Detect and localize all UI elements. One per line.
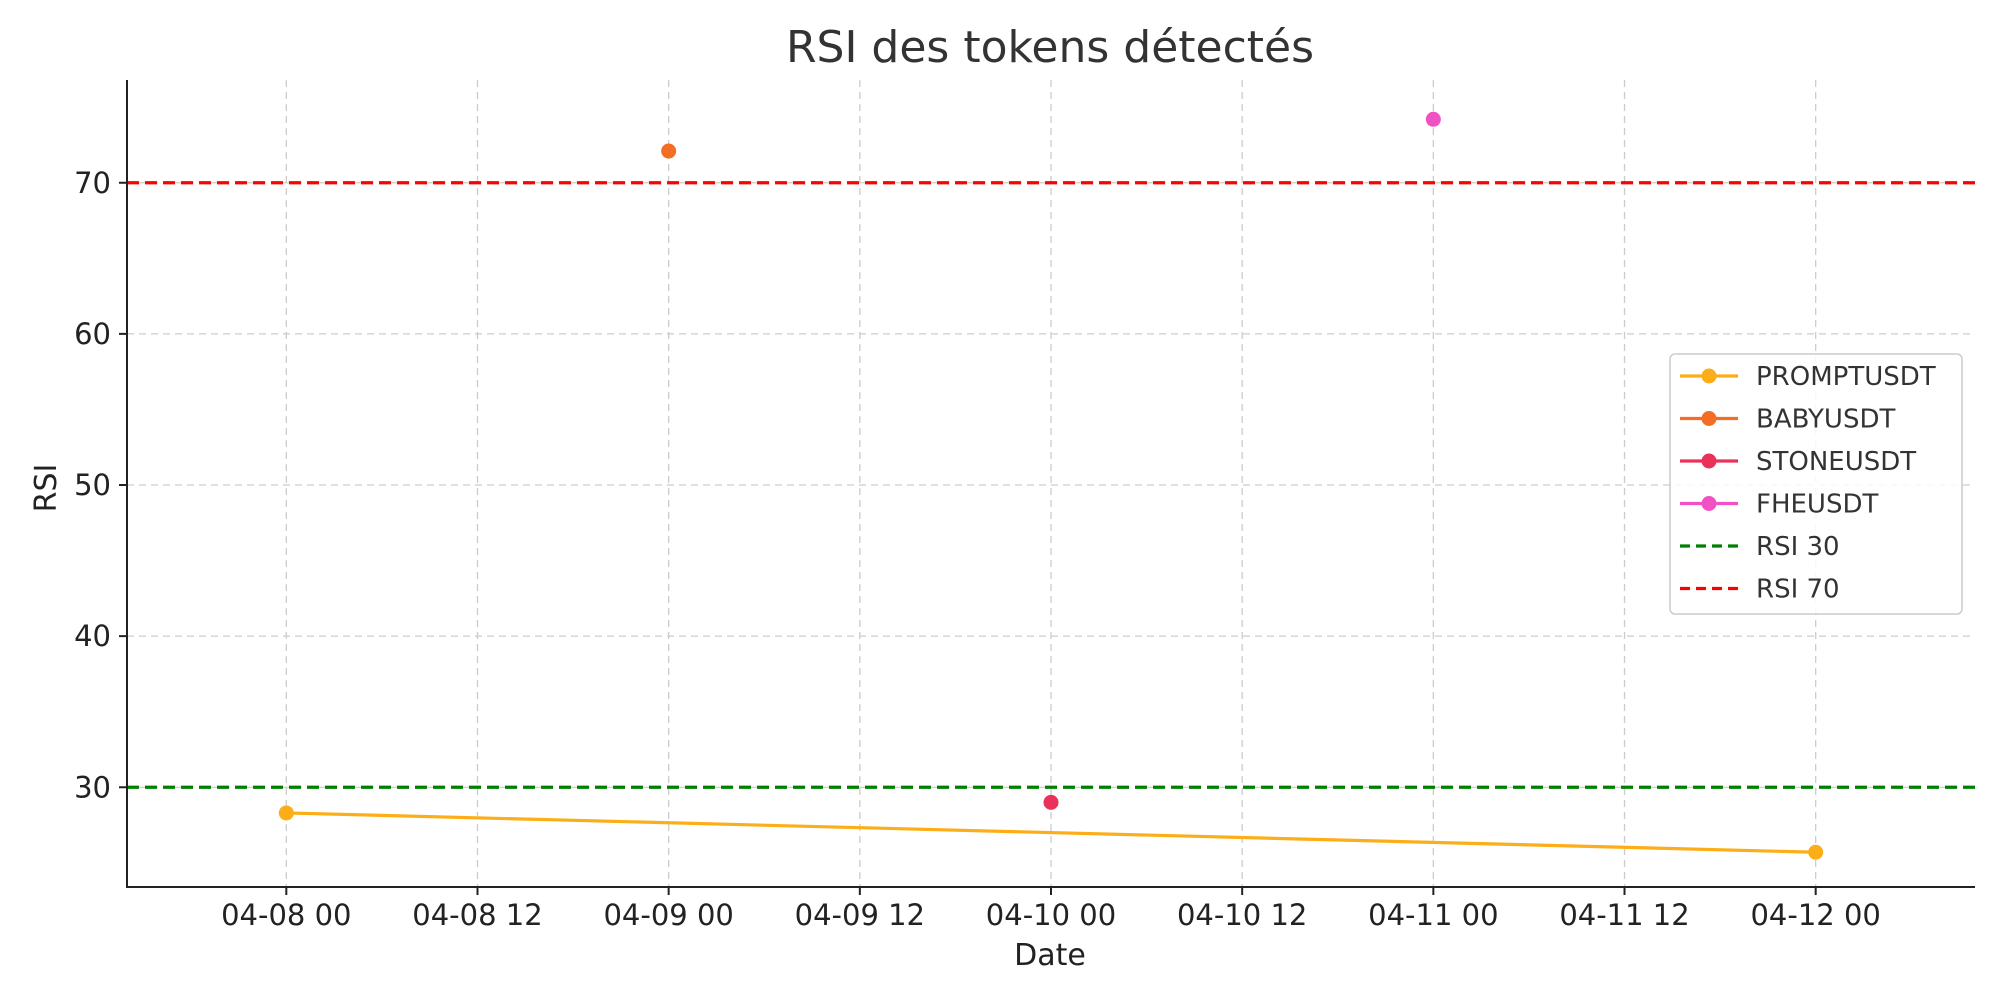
x-tick-label: 04-10 00 — [986, 898, 1116, 932]
series-stoneusdt — [1043, 794, 1059, 810]
data-point — [1043, 794, 1059, 810]
data-point — [1808, 844, 1824, 860]
series-fheusdt — [1425, 111, 1441, 127]
legend-label: STONEUSDT — [1756, 447, 1916, 477]
legend-entry-babyusdt: BABYUSDT — [1680, 405, 1895, 435]
legend-entry-rsi-30: RSI 30 — [1680, 532, 1840, 562]
y-tick-label: 70 — [74, 166, 111, 200]
x-tick-label: 04-11 00 — [1368, 898, 1498, 932]
series-layer — [278, 111, 1824, 860]
legend-swatch-marker — [1701, 368, 1717, 384]
y-tick-label: 30 — [74, 770, 111, 804]
x-tick-label: 04-08 12 — [412, 898, 542, 932]
series-line — [286, 811, 1816, 854]
y-axis-label: RSI — [29, 464, 64, 513]
x-tick-label: 04-11 12 — [1559, 898, 1689, 932]
x-axis-label: Date — [1014, 938, 1086, 973]
reference-lines — [127, 181, 1975, 789]
legend-box — [1669, 353, 1963, 615]
x-tick-label: 04-10 12 — [1177, 898, 1307, 932]
legend-entry-rsi-70: RSI 70 — [1680, 575, 1840, 605]
legend-label: BABYUSDT — [1756, 405, 1895, 435]
series-babyusdt — [661, 143, 677, 159]
data-point — [278, 805, 294, 821]
legend: PROMPTUSDT BABYUSDT STONEUSDT FHEUSDT RSI 30… — [1669, 353, 1963, 615]
data-point — [661, 143, 677, 159]
legend-entry-fheusdt: FHEUSDT — [1680, 490, 1878, 520]
legend-swatch-marker — [1701, 411, 1717, 426]
legend-swatch-marker — [1701, 496, 1717, 511]
x-tick-label: 04-09 12 — [795, 898, 925, 932]
x-tick-label: 04-08 00 — [221, 898, 351, 932]
legend-label: RSI 70 — [1756, 575, 1840, 605]
legend-entry-promptusdt: PROMPTUSDT — [1680, 362, 1936, 392]
x-axis-ticks: 04-08 00 04-08 12 04-09 00 04-09 12 04-10 00… — [221, 887, 1881, 932]
legend-label: RSI 30 — [1756, 532, 1840, 562]
legend-entry-stoneusdt: STONEUSDT — [1680, 447, 1916, 477]
x-tick-label: 04-09 00 — [603, 898, 733, 932]
x-tick-label: 04-12 00 — [1750, 898, 1880, 932]
series-promptusdt — [278, 805, 1824, 860]
legend-label: PROMPTUSDT — [1756, 362, 1936, 392]
legend-label: FHEUSDT — [1756, 490, 1878, 520]
y-tick-label: 60 — [74, 317, 111, 351]
y-axis-ticks: 30 40 50 60 70 — [74, 166, 127, 804]
data-point — [1425, 111, 1441, 127]
chart-title: RSI des tokens détectés — [786, 22, 1314, 73]
y-tick-label: 40 — [74, 619, 111, 653]
legend-swatch-marker — [1701, 453, 1717, 469]
y-tick-label: 50 — [74, 468, 111, 502]
